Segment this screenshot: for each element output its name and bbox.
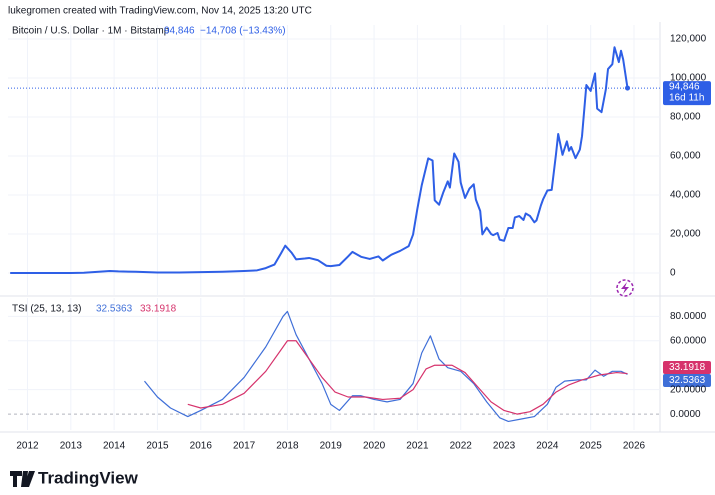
- series-line: [187, 340, 628, 415]
- y-tick-label: 40,000: [670, 190, 701, 201]
- indicator-value: 33.1918: [140, 304, 177, 315]
- alert-icon: [616, 279, 634, 297]
- x-tick-label: 2019: [320, 441, 343, 452]
- x-tick-label: 2021: [406, 441, 429, 452]
- x-tick-label: 2015: [146, 441, 169, 452]
- price-change: −14,708 (−13.43%): [200, 26, 286, 37]
- x-tick-label: 2026: [623, 441, 646, 452]
- y-tick-label: 20.0000: [670, 384, 707, 395]
- indicator-badge: [663, 360, 711, 374]
- x-tick-label: 2022: [450, 441, 473, 452]
- x-tick-label: 2014: [103, 441, 126, 452]
- indicator-badge-label: 33.1918: [669, 362, 706, 373]
- y-tick-label: 80.0000: [670, 311, 707, 322]
- x-tick-label: 2024: [536, 441, 559, 452]
- indicator-badge: [663, 373, 711, 387]
- indicator-badge-label: 32.5363: [669, 375, 706, 386]
- last-price-dot: [625, 85, 631, 91]
- x-tick-label: 2012: [16, 441, 39, 452]
- y-tick-label: 100,000: [670, 73, 707, 84]
- indicator-title: TSI (25, 13, 13): [12, 304, 81, 315]
- last-price: 94,846: [164, 26, 195, 37]
- price-badge: [663, 81, 711, 106]
- price-badge-label: 94,846: [669, 82, 700, 93]
- y-tick-label: 20,000: [670, 229, 701, 240]
- grid: [8, 25, 660, 430]
- x-tick-label: 2025: [580, 441, 603, 452]
- marks: [8, 46, 711, 423]
- indicator-value: 32.5363: [96, 304, 133, 315]
- x-tick-label: 2013: [60, 441, 83, 452]
- series-line: [144, 310, 628, 423]
- y-tick-label: 0.0000: [670, 409, 701, 420]
- countdown-label: 16d 11h: [669, 93, 704, 104]
- labels: Bitcoin / U.S. Dollar · 1M · Bitstamp 94…: [12, 26, 707, 452]
- y-tick-label: 60,000: [670, 151, 701, 162]
- y-tick-label: 0: [670, 268, 676, 279]
- x-tick-label: 2016: [190, 441, 213, 452]
- y-tick-label: 80,000: [670, 112, 701, 123]
- x-tick-label: 2020: [363, 441, 386, 452]
- series-line: [10, 46, 629, 274]
- x-tick-label: 2018: [276, 441, 299, 452]
- y-tick-label: 120,000: [670, 34, 707, 45]
- brand-logo: TradingView: [10, 468, 139, 487]
- brand: TradingView: [38, 468, 139, 487]
- x-tick-label: 2017: [233, 441, 256, 452]
- x-tick-label: 2023: [493, 441, 516, 452]
- symbol-title: Bitcoin / U.S. Dollar · 1M · Bitstamp: [12, 26, 170, 37]
- y-tick-label: 60.0000: [670, 335, 707, 346]
- attribution: lukegromen created with TradingView.com,…: [8, 6, 312, 17]
